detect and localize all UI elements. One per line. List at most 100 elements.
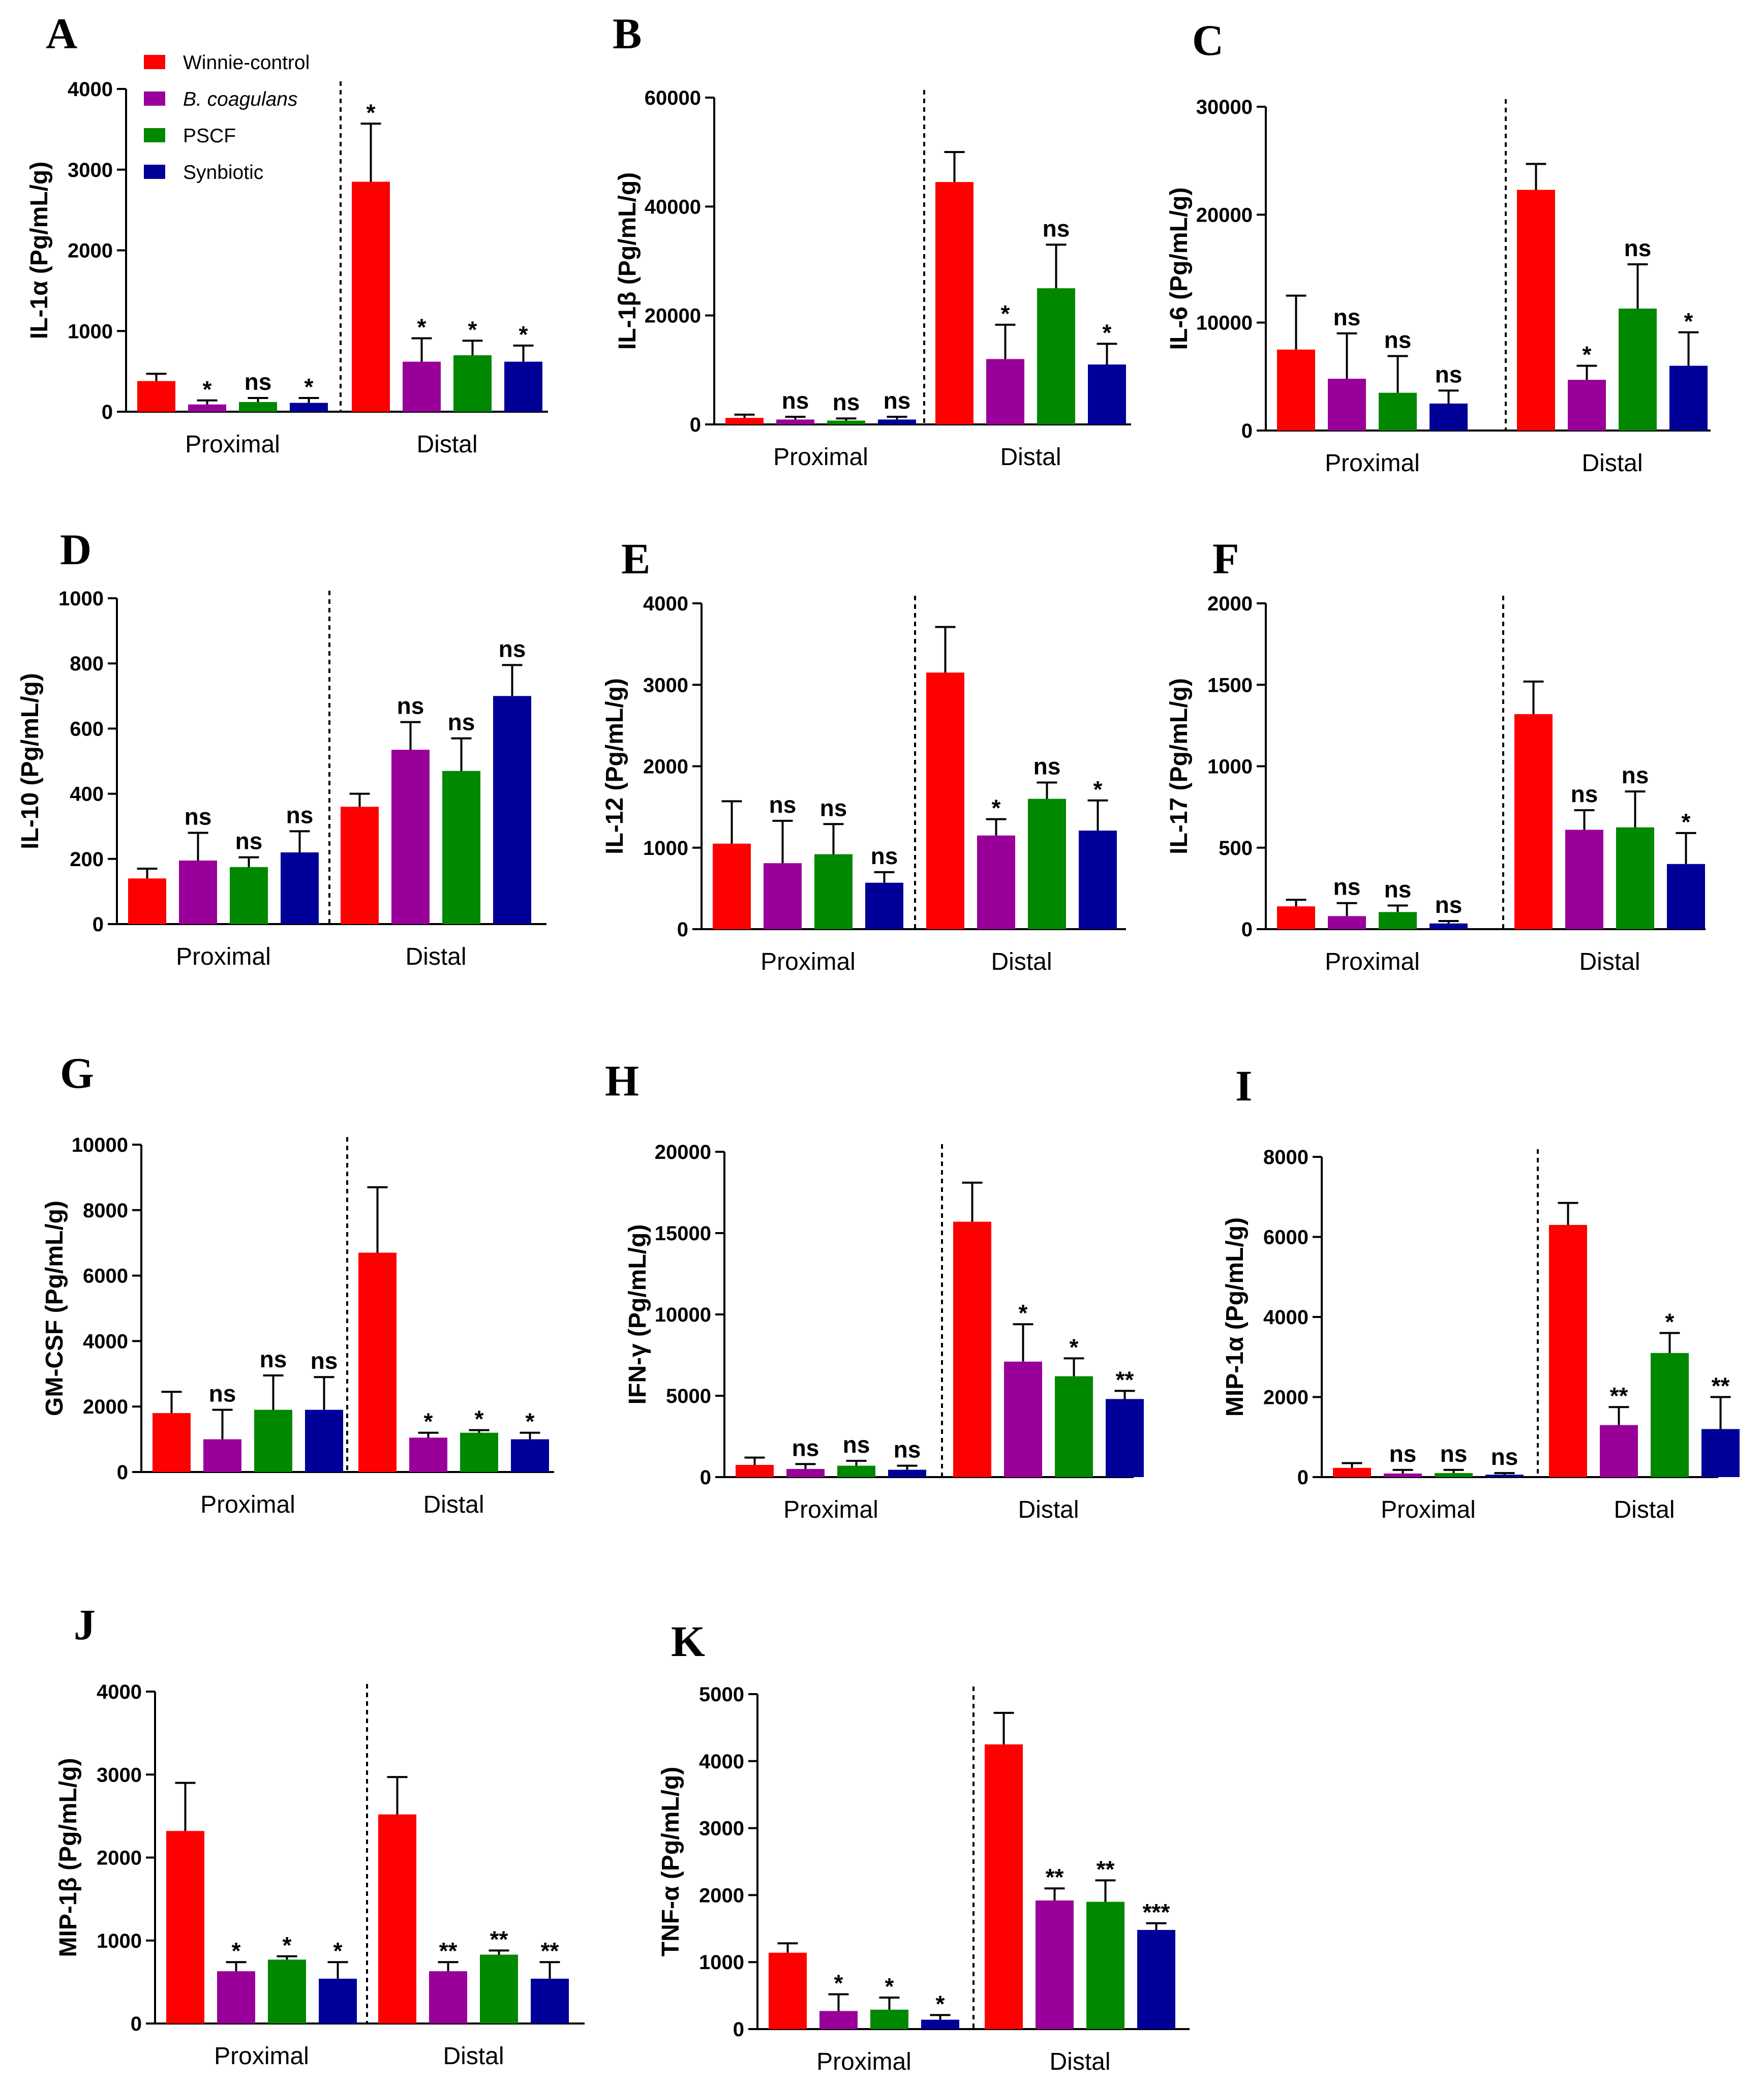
bar-h-distal-0 xyxy=(953,1221,991,1477)
bar-a-distal-0 xyxy=(352,181,390,412)
y-tick-label-h: 0 xyxy=(700,1466,711,1489)
significance-i-distal-2: * xyxy=(1665,1309,1675,1335)
bar-k-proximal-2 xyxy=(870,2009,908,2029)
y-tick-label-c: 20000 xyxy=(1196,204,1253,226)
y-tick-label-g: 4000 xyxy=(83,1330,128,1353)
y-tick-label-h: 15000 xyxy=(655,1222,711,1245)
significance-b-distal-3: * xyxy=(1103,319,1112,346)
legend-label-winnie-control: Winnie-control xyxy=(183,52,310,74)
bar-d-distal-3 xyxy=(493,696,531,924)
panel-letter-i: I xyxy=(1235,1061,1252,1110)
legend-swatch-pscf xyxy=(144,128,165,142)
significance-d-distal-3: ns xyxy=(499,635,526,662)
bar-b-distal-2 xyxy=(1037,288,1075,424)
y-tick-label-e: 4000 xyxy=(643,593,688,615)
y-tick-label-g: 8000 xyxy=(83,1200,128,1222)
bar-b-proximal-0 xyxy=(725,418,764,424)
group-label-c-distal: Distal xyxy=(1581,450,1643,477)
bar-d-proximal-0 xyxy=(128,878,166,924)
panel-letter-f: F xyxy=(1212,534,1239,583)
bar-b-proximal-3 xyxy=(878,419,916,424)
panel-letter-d: D xyxy=(60,525,92,574)
panel-letter-a: A xyxy=(46,9,77,58)
bar-h-proximal-3 xyxy=(888,1469,926,1477)
group-label-h-proximal: Proximal xyxy=(783,1496,878,1523)
group-label-b-distal: Distal xyxy=(1000,444,1061,471)
bar-c-distal-3 xyxy=(1669,365,1708,431)
significance-j-distal-2: ** xyxy=(490,1926,508,1952)
significance-k-distal-3: *** xyxy=(1143,1899,1170,1925)
significance-e-proximal-3: ns xyxy=(871,843,898,869)
significance-h-distal-3: ** xyxy=(1116,1366,1134,1393)
y-tick-label-e: 1000 xyxy=(643,837,688,860)
bar-k-distal-3 xyxy=(1137,1929,1175,2029)
significance-k-distal-1: ** xyxy=(1046,1864,1064,1890)
significance-h-proximal-3: ns xyxy=(894,1436,921,1463)
y-tick-label-c: 30000 xyxy=(1196,96,1253,118)
group-label-j-proximal: Proximal xyxy=(214,2043,309,2070)
y-tick-label-i: 2000 xyxy=(1263,1387,1309,1409)
significance-h-distal-1: * xyxy=(1019,1300,1028,1326)
y-axis-label-j: MIP-1β (Pg/mL/g) xyxy=(55,1758,82,1957)
panel-a: A IL-1α (Pg/mL/g) 0 1000 2000 3000 4000 * ns * Pro… xyxy=(26,9,548,458)
bar-i-proximal-0 xyxy=(1333,1467,1371,1477)
bar-h-distal-2 xyxy=(1055,1376,1093,1477)
y-axis-label-k: TNF-α (Pg/mL/g) xyxy=(657,1767,684,1956)
significance-c-proximal-3: ns xyxy=(1435,361,1463,387)
bar-c-distal-1 xyxy=(1568,380,1606,431)
significance-i-distal-1: ** xyxy=(1610,1383,1628,1409)
panel-d: DIL-10 (Pg/mL/g)02004006008001000nsnsnsP… xyxy=(17,525,546,970)
bar-i-proximal-3 xyxy=(1485,1475,1524,1477)
bar-j-proximal-1 xyxy=(217,1971,255,2023)
panel-letter-g: G xyxy=(60,1049,94,1097)
panel-letter-b: B xyxy=(613,9,642,58)
y-axis-label-b: IL-1β (Pg/mL/g) xyxy=(614,172,641,350)
y-tick-label-a: 3000 xyxy=(68,159,113,181)
y-axis-label-e: IL-12 (Pg/mL/g) xyxy=(601,678,628,854)
significance-c-proximal-2: ns xyxy=(1384,326,1412,353)
legend-label-b-coagulans: B. coagulans xyxy=(183,88,298,110)
y-tick-label-d: 1000 xyxy=(58,588,104,610)
significance-e-distal-2: ns xyxy=(1033,753,1061,780)
significance-h-distal-2: * xyxy=(1070,1334,1079,1360)
y-tick-label-g: 6000 xyxy=(83,1265,128,1287)
bar-i-distal-2 xyxy=(1651,1353,1689,1477)
significance-d-distal-1: ns xyxy=(397,693,424,719)
group-label-g-distal: Distal xyxy=(423,1491,484,1518)
group-label-h-distal: Distal xyxy=(1018,1496,1079,1523)
significance-f-proximal-1: ns xyxy=(1333,874,1361,900)
significance-g-distal-1: * xyxy=(424,1408,433,1435)
legend-label-pscf: PSCF xyxy=(183,125,236,147)
y-axis-label-f: IL-17 (Pg/mL/g) xyxy=(1166,678,1193,854)
y-tick-label-d: 0 xyxy=(93,913,104,936)
y-tick-label-i: 8000 xyxy=(1263,1146,1309,1169)
y-tick-label-k: 1000 xyxy=(699,1951,744,1974)
significance-j-distal-1: ** xyxy=(439,1938,458,1964)
y-tick-label-k: 3000 xyxy=(699,1818,744,1840)
y-tick-label-d: 600 xyxy=(70,718,104,740)
y-tick-label-j: 3000 xyxy=(97,1764,142,1786)
bar-f-proximal-2 xyxy=(1379,912,1417,929)
y-tick-label-k: 4000 xyxy=(699,1751,744,1773)
legend-label-synbiotic: Synbiotic xyxy=(183,162,263,183)
significance-k-proximal-3: * xyxy=(936,1990,945,2017)
bar-d-proximal-3 xyxy=(281,852,319,924)
bar-h-proximal-2 xyxy=(837,1465,875,1477)
bar-d-distal-2 xyxy=(442,771,480,924)
y-tick-label-g: 0 xyxy=(117,1461,128,1484)
bar-h-proximal-1 xyxy=(786,1469,825,1477)
y-tick-label-e: 3000 xyxy=(643,674,688,696)
bar-d-distal-1 xyxy=(391,750,430,924)
bar-j-distal-2 xyxy=(480,1954,518,2023)
y-tick-label-e: 0 xyxy=(677,918,688,941)
significance-e-proximal-1: ns xyxy=(769,791,797,818)
bar-a-proximal-0 xyxy=(137,381,175,412)
y-tick-label-c: 0 xyxy=(1241,420,1253,442)
bar-g-distal-3 xyxy=(511,1439,549,1472)
bar-b-proximal-2 xyxy=(827,420,865,424)
significance-a-distal-0: * xyxy=(367,99,376,126)
